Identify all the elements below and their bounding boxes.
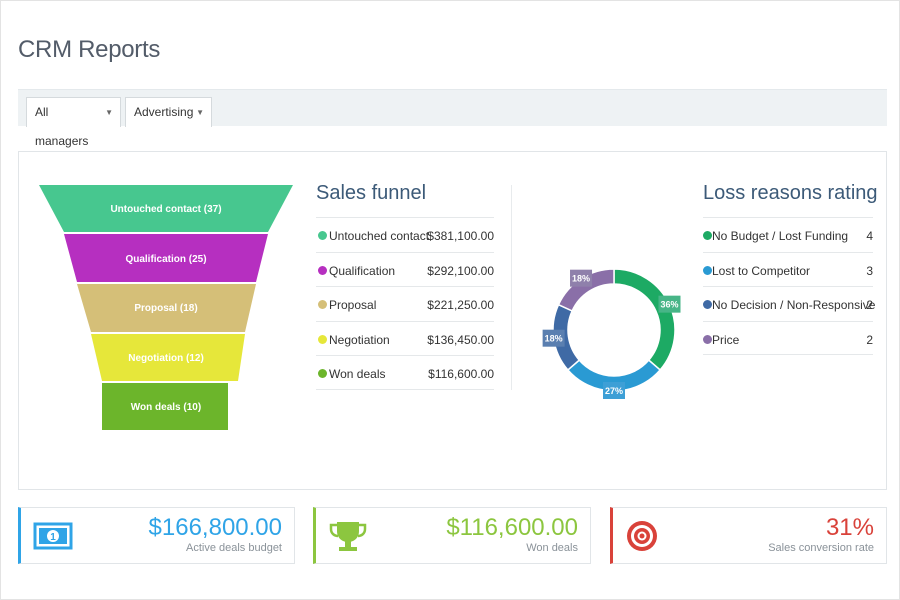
row-value: 3 bbox=[866, 263, 873, 278]
loss-reasons-title: Loss reasons rating bbox=[703, 182, 878, 204]
section-divider bbox=[511, 185, 512, 390]
loss-reason-row: Price 2 bbox=[703, 320, 873, 355]
funnel-stage-label: Negotiation (12) bbox=[128, 353, 204, 364]
donut-label-box bbox=[542, 329, 565, 347]
row-label: Untouched contact bbox=[329, 229, 430, 243]
donut-slice-label: 18% bbox=[570, 269, 593, 287]
row-value: $292,100.00 bbox=[427, 263, 494, 278]
row-label: No Budget / Lost Funding bbox=[712, 229, 849, 243]
svg-text:1: 1 bbox=[50, 532, 56, 543]
row-label: No Decision / Non-Responsive bbox=[712, 298, 876, 312]
donut-slice-label: 27% bbox=[603, 382, 625, 399]
row-label: Won deals bbox=[329, 367, 386, 381]
loss-reason-row: No Budget / Lost Funding 4 bbox=[703, 217, 873, 252]
sales-funnel-row: Won deals $116,600.00 bbox=[316, 355, 494, 390]
funnel-stage-3[interactable] bbox=[77, 284, 256, 332]
kpi-value: $166,800.00 bbox=[148, 514, 282, 541]
row-value: $116,600.00 bbox=[428, 367, 494, 381]
funnel-stage-4[interactable] bbox=[91, 334, 245, 381]
donut-label-text: 27% bbox=[605, 386, 623, 396]
legend-dot-icon bbox=[318, 231, 327, 240]
funnel-stage-label: Untouched contact (37) bbox=[110, 204, 221, 215]
loss-reasons-table: No Budget / Lost Funding 4 Lost to Compe… bbox=[703, 217, 876, 355]
funnel-stage-label: Qualification (25) bbox=[125, 254, 206, 265]
row-value: $221,250.00 bbox=[427, 298, 494, 312]
kpi-label: Active deals budget bbox=[185, 542, 282, 554]
report-panel: Untouched contact (37) Qualification (25… bbox=[18, 151, 887, 490]
manager-filter-label: All managers bbox=[35, 105, 89, 148]
target-icon bbox=[627, 521, 657, 551]
donut-label-box bbox=[603, 382, 625, 399]
row-label: Negotiation bbox=[329, 332, 390, 347]
sales-funnel-row: Proposal $221,250.00 bbox=[316, 286, 494, 321]
loss-reason-row: No Decision / Non-Responsive 2 bbox=[703, 286, 876, 321]
row-value: 2 bbox=[866, 298, 873, 312]
kpi-label: Won deals bbox=[526, 542, 578, 554]
row-label: Proposal bbox=[329, 298, 377, 312]
funnel-stage-label: Proposal (18) bbox=[134, 303, 197, 314]
kpi-card-won-deals: $116,600.00 Won deals bbox=[313, 507, 591, 564]
donut-label-box bbox=[658, 295, 681, 313]
legend-dot-icon bbox=[318, 300, 327, 309]
donut-slice[interactable] bbox=[613, 268, 676, 372]
source-filter-select[interactable]: Advertising ▼ bbox=[125, 97, 212, 127]
sales-funnel-row: Untouched contact $381,100.00 bbox=[316, 217, 494, 252]
funnel-stage-1[interactable] bbox=[39, 185, 293, 232]
kpi-value: 31% bbox=[825, 514, 874, 541]
loss-reason-row: Lost to Competitor 3 bbox=[703, 251, 873, 287]
sales-funnel-row: Negotiation $136,450.00 bbox=[316, 320, 494, 356]
legend-dot-icon bbox=[318, 265, 327, 275]
donut-slice-label: 36% bbox=[658, 295, 681, 313]
legend-dot-icon bbox=[703, 265, 712, 275]
row-value: $136,450.00 bbox=[427, 332, 494, 347]
chevron-down-icon: ▼ bbox=[105, 108, 113, 117]
kpi-value: $116,600.00 bbox=[446, 514, 578, 541]
row-value: 2 bbox=[866, 332, 873, 347]
sales-funnel-title: Sales funnel bbox=[316, 182, 427, 204]
filter-bar: All managers ▼ Advertising ▼ bbox=[18, 89, 887, 148]
kpi-card-conversion-rate: 31% Sales conversion rate bbox=[610, 507, 887, 564]
donut-label-text: 18% bbox=[572, 274, 590, 284]
manager-filter-select[interactable]: All managers ▼ bbox=[26, 97, 121, 148]
sales-funnel-row: Qualification $292,100.00 bbox=[316, 251, 494, 287]
loss-reasons-donut-chart: 36% 27% 18% 18% bbox=[542, 268, 681, 399]
chevron-down-icon: ▼ bbox=[196, 108, 204, 117]
donut-label-box bbox=[570, 269, 593, 287]
legend-dot-icon bbox=[318, 369, 327, 378]
banknote-icon: 1 bbox=[33, 522, 73, 550]
row-value: $381,100.00 bbox=[427, 229, 494, 243]
legend-dot-icon bbox=[703, 334, 712, 344]
funnel-stage-2[interactable] bbox=[64, 234, 268, 282]
source-filter-label: Advertising bbox=[134, 105, 194, 119]
row-label: Lost to Competitor bbox=[712, 263, 811, 278]
funnel-chart: Untouched contact (37) Qualification (25… bbox=[39, 185, 293, 430]
row-value: 4 bbox=[866, 229, 873, 243]
row-label: Price bbox=[712, 332, 740, 347]
funnel-stage-label: Won deals (10) bbox=[131, 402, 201, 413]
trophy-icon bbox=[329, 522, 367, 551]
page-title: CRM Reports bbox=[18, 36, 161, 63]
legend-dot-icon bbox=[703, 231, 712, 240]
funnel-stage-5[interactable] bbox=[102, 383, 228, 430]
legend-dot-icon bbox=[318, 334, 327, 344]
legend-dot-icon bbox=[703, 300, 712, 309]
kpi-card-active-budget: 1 $166,800.00 Active deals budget bbox=[18, 507, 295, 564]
donut-label-text: 18% bbox=[545, 334, 563, 344]
donut-label-text: 36% bbox=[660, 300, 678, 310]
row-label: Qualification bbox=[329, 263, 396, 278]
donut-slice-label: 18% bbox=[542, 329, 565, 347]
sales-funnel-table: Untouched contact $381,100.00 Qualificat… bbox=[316, 217, 494, 390]
kpi-label: Sales conversion rate bbox=[768, 542, 874, 554]
